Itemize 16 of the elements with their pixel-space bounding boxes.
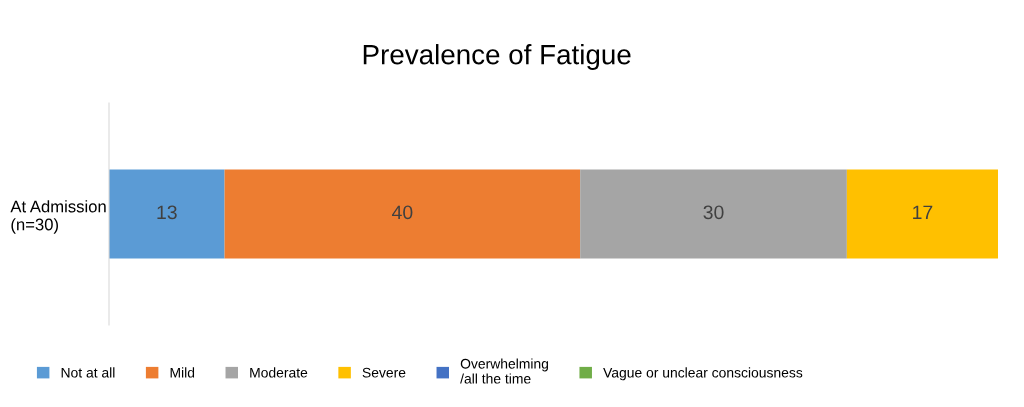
y-tick-label: At Admission (n=30) [10,200,106,234]
chart-title: Prevalence of Fatigue [363,44,631,70]
bar [580,169,847,259]
legend-label: Moderate [250,367,308,378]
legend-label: Severe [362,367,406,378]
data-label: 13 [157,205,177,220]
legend-label: Vague or unclear consciousness [603,367,803,381]
legend-label: Not at all [61,367,115,378]
data-label: 17 [913,205,933,220]
bar [846,169,998,259]
bar [224,169,581,259]
data-label: 30 [703,205,724,220]
legend-label: Overwhelming /all the time [460,358,549,384]
bar [109,169,225,259]
legend-label: Mild [170,367,195,378]
data-label: 40 [392,205,413,220]
